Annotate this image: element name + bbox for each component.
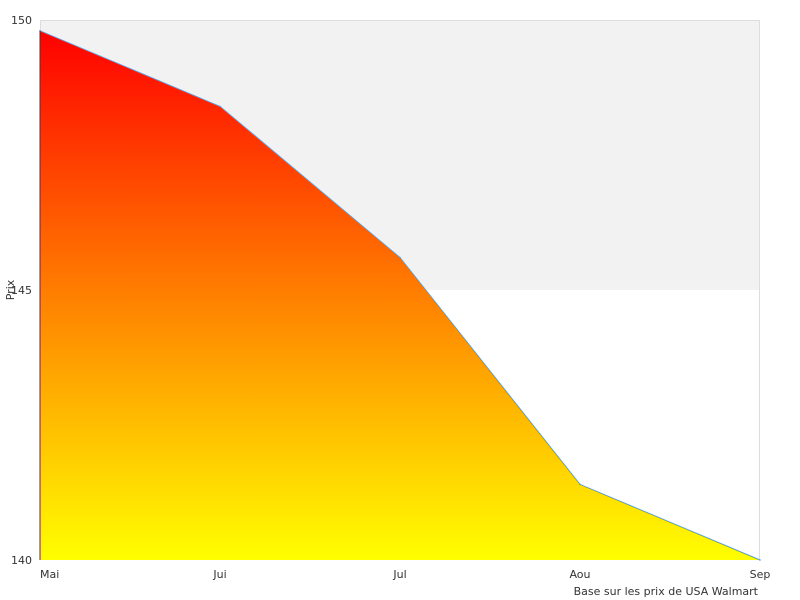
x-tick-label-Jul: Jul: [392, 568, 406, 581]
y-tick-label-140: 140: [11, 554, 32, 567]
x-tick-label-Mai: Mai: [40, 568, 59, 581]
x-tick-label-Jui: Jui: [212, 568, 226, 581]
data-point-Jul[interactable]: [399, 256, 401, 259]
x-tick-label-Aou: Aou: [569, 568, 590, 581]
y-axis-label: Prix: [4, 279, 17, 300]
x-axis-ticks: Mai Jui Jul Aou Sep: [40, 568, 770, 581]
source-annotation: Base sur les prix de USA Walmart: [574, 585, 759, 598]
data-point-Jui[interactable]: [219, 105, 221, 108]
y-axis-ticks: 140 145 150: [11, 14, 32, 567]
area-series-layer: [39, 30, 761, 561]
data-point-Sep[interactable]: [759, 559, 761, 561]
data-point-Aou[interactable]: [579, 483, 581, 486]
y-tick-label-145: 145: [11, 284, 32, 297]
area-fill-0: [40, 30, 760, 561]
y-tick-label-150: 150: [11, 14, 32, 27]
x-tick-label-Sep: Sep: [750, 568, 771, 581]
